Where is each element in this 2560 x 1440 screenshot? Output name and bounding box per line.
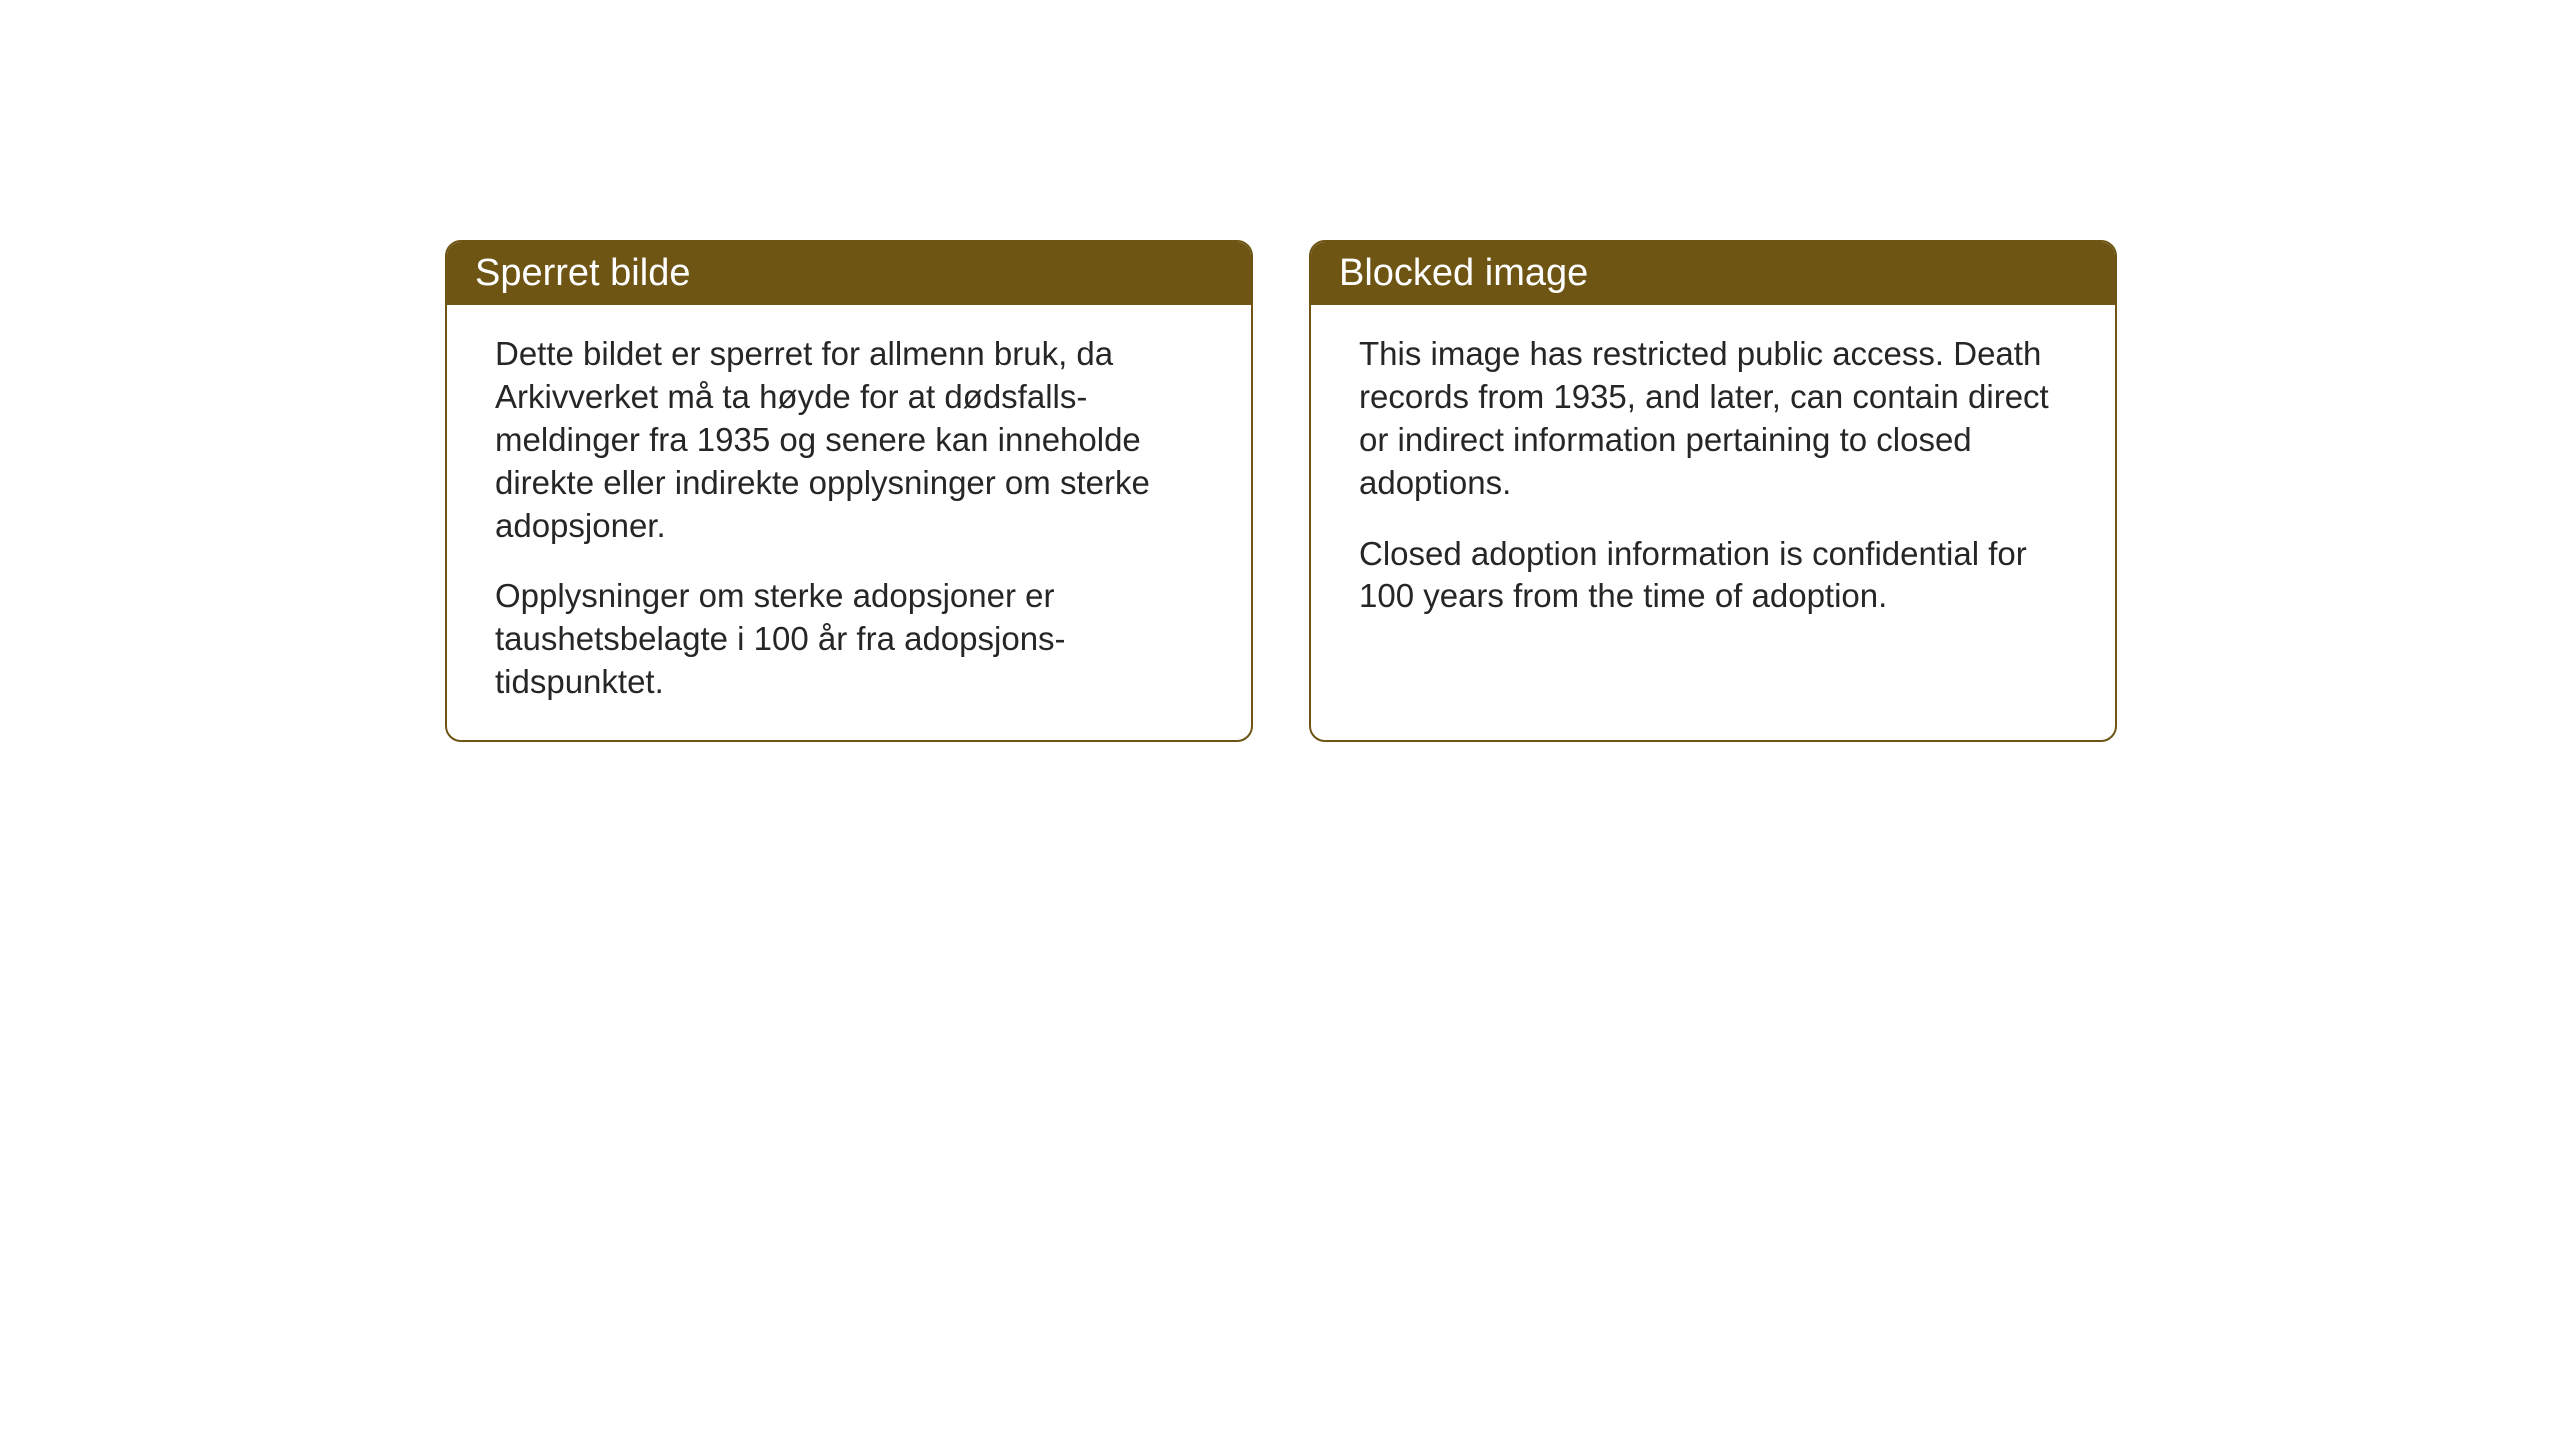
notice-paragraph: Dette bildet er sperret for allmenn bruk…	[495, 333, 1203, 547]
notice-body-norwegian: Dette bildet er sperret for allmenn bruk…	[447, 305, 1251, 740]
notice-paragraph: Opplysninger om sterke adopsjoner er tau…	[495, 575, 1203, 704]
notice-header-norwegian: Sperret bilde	[447, 242, 1251, 305]
notice-body-english: This image has restricted public access.…	[1311, 305, 2115, 706]
notice-paragraph: Closed adoption information is confident…	[1359, 533, 2067, 619]
notice-box-norwegian: Sperret bilde Dette bildet er sperret fo…	[445, 240, 1253, 742]
notice-title: Blocked image	[1339, 252, 1588, 294]
notice-paragraph: This image has restricted public access.…	[1359, 333, 2067, 505]
notice-box-english: Blocked image This image has restricted …	[1309, 240, 2117, 742]
notice-header-english: Blocked image	[1311, 242, 2115, 305]
notice-container: Sperret bilde Dette bildet er sperret fo…	[445, 240, 2117, 742]
notice-title: Sperret bilde	[475, 252, 690, 294]
